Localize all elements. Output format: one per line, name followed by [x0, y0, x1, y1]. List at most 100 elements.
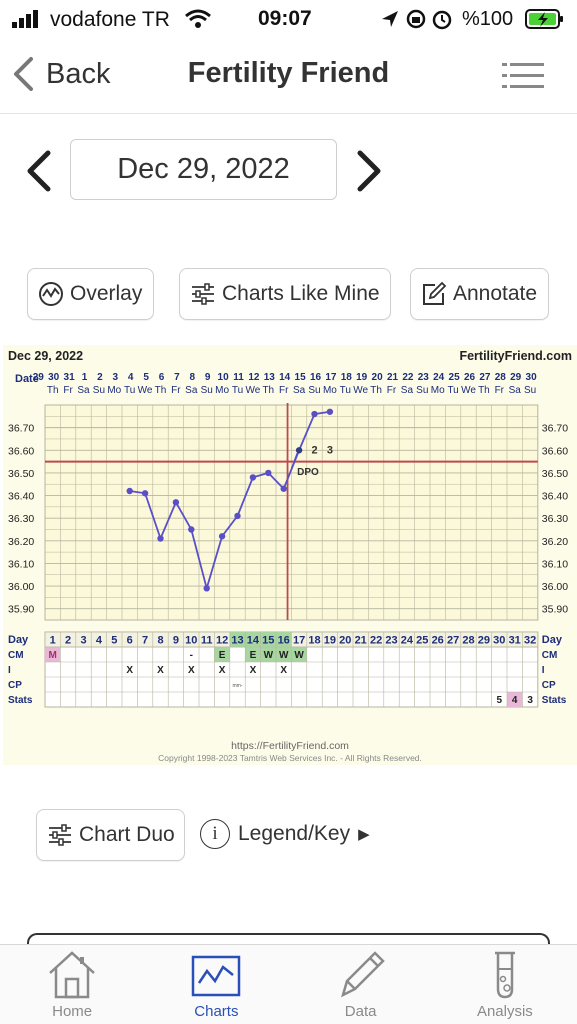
- cm-cell-fill: [45, 647, 61, 662]
- edit-icon: [423, 281, 447, 305]
- cycle-day: 14: [247, 635, 260, 647]
- temperature-point: [126, 487, 133, 495]
- date-tick: 29: [33, 372, 45, 383]
- cycle-day: 3: [80, 635, 86, 647]
- legend-key-button[interactable]: i Legend/Key ▶: [200, 819, 370, 849]
- date-tick: 26: [464, 372, 476, 383]
- tab-home-label: Home: [52, 1003, 93, 1020]
- signal-icon: [12, 10, 38, 28]
- date-tick: 22: [402, 372, 414, 383]
- annotate-label: Annotate: [453, 282, 538, 305]
- date-tick: 6: [159, 372, 165, 383]
- y-tick-right: 36.70: [542, 423, 568, 435]
- cycle-day: 6: [127, 635, 133, 647]
- weekday-tick: Su: [93, 385, 105, 396]
- weekday-tick: Fr: [495, 385, 505, 396]
- intercourse-mark: X: [280, 665, 287, 676]
- cycle-day: 16: [278, 635, 290, 647]
- tab-charts[interactable]: Charts: [144, 945, 288, 1024]
- tab-analysis[interactable]: Analysis: [433, 945, 577, 1024]
- day-row-label: Day: [8, 634, 29, 646]
- date-picker[interactable]: Dec 29, 2022: [70, 139, 337, 200]
- cm-value: E: [250, 650, 257, 661]
- cycle-day: 28: [462, 635, 474, 647]
- overlay-button[interactable]: Overlay: [27, 268, 154, 320]
- intercourse-mark: X: [126, 665, 133, 676]
- date-tick: 19: [356, 372, 368, 383]
- weekday-tick: Fr: [279, 385, 289, 396]
- weekday-tick: We: [138, 385, 153, 396]
- cm-cell-fill: [245, 647, 261, 662]
- y-tick-left: 36.00: [8, 581, 34, 593]
- next-date-button[interactable]: [356, 150, 384, 192]
- navigation-bar: Back Fertility Friend: [0, 44, 577, 114]
- date-tick: 30: [48, 372, 60, 383]
- stats-value: 3: [527, 695, 533, 706]
- date-tick: 3: [113, 372, 119, 383]
- play-arrow-icon: ▶: [358, 826, 370, 843]
- weekday-tick: Fr: [171, 385, 181, 396]
- date-row-label: Date: [15, 373, 39, 385]
- weekday-tick: We: [461, 385, 476, 396]
- weekday-tick: Tu: [124, 385, 135, 396]
- date-tick: 25: [449, 372, 461, 383]
- annotate-button[interactable]: Annotate: [410, 268, 549, 320]
- home-icon: [49, 951, 95, 999]
- cm-cell-fill: [291, 647, 307, 662]
- temperature-point: [265, 469, 272, 477]
- cm-cell-fill: [276, 647, 292, 662]
- date-tick: 7: [174, 372, 180, 383]
- weekday-tick: Th: [370, 385, 382, 396]
- date-tick: 10: [218, 372, 230, 383]
- rotation-lock-icon: [406, 9, 426, 29]
- tab-home[interactable]: Home: [0, 945, 144, 1024]
- weekday-tick: Mo: [107, 385, 121, 396]
- weekday-tick: Sa: [77, 385, 90, 396]
- status-bar: vodafone TR 09:07 %100: [0, 0, 577, 40]
- y-tick-left: 35.90: [8, 604, 34, 616]
- cycle-day: 32: [524, 635, 536, 647]
- date-tick: 15: [295, 372, 307, 383]
- overlay-label: Overlay: [70, 282, 143, 305]
- fertile-day-fill: [260, 632, 276, 647]
- y-tick-right: 36.30: [542, 513, 568, 525]
- battery-percent: %100: [462, 8, 514, 30]
- back-button[interactable]: Back: [12, 56, 110, 92]
- cycle-day: 9: [173, 635, 179, 647]
- weekday-tick: Th: [478, 385, 490, 396]
- intercourse-mark: X: [188, 665, 195, 676]
- chart-duo-label: Chart Duo: [79, 823, 175, 846]
- chart-duo-button[interactable]: Chart Duo: [36, 809, 185, 861]
- cycle-day: 21: [355, 635, 367, 647]
- y-tick-left: 36.10: [8, 558, 34, 570]
- cp-value: mm-: [233, 683, 243, 689]
- y-tick-right: 36.20: [542, 536, 568, 548]
- dpo-label: 3: [327, 445, 333, 457]
- cycle-day: 7: [142, 635, 148, 647]
- previous-date-button[interactable]: [24, 150, 52, 192]
- tab-bar: Home Charts Data Analysis: [0, 944, 577, 1024]
- overlay-icon: [39, 282, 63, 306]
- cycle-day: 20: [339, 635, 351, 647]
- temperature-line: [129, 410, 331, 592]
- cm-value: W: [264, 650, 274, 661]
- battery-charging-icon: [525, 9, 563, 29]
- cycle-day: 19: [324, 635, 336, 647]
- chart-title: Dec 29, 2022: [8, 349, 83, 363]
- y-tick-left: 36.30: [8, 513, 34, 525]
- date-tick: 11: [233, 372, 244, 383]
- cycle-day: 1: [50, 635, 56, 647]
- tab-data[interactable]: Data: [289, 945, 433, 1024]
- date-tick: 5: [143, 372, 149, 383]
- alarm-icon: [432, 10, 452, 30]
- y-tick-right: 36.60: [542, 445, 568, 457]
- row-label-right: CM: [542, 650, 558, 661]
- menu-icon[interactable]: [502, 62, 544, 90]
- sliders-icon: [192, 283, 214, 305]
- temperature-point: [188, 526, 195, 533]
- weekday-tick: Th: [47, 385, 59, 396]
- charts-like-mine-button[interactable]: Charts Like Mine: [179, 268, 391, 320]
- cycle-day: 10: [185, 635, 197, 647]
- weekday-tick: Mo: [323, 385, 337, 396]
- temperature-point: [203, 585, 210, 592]
